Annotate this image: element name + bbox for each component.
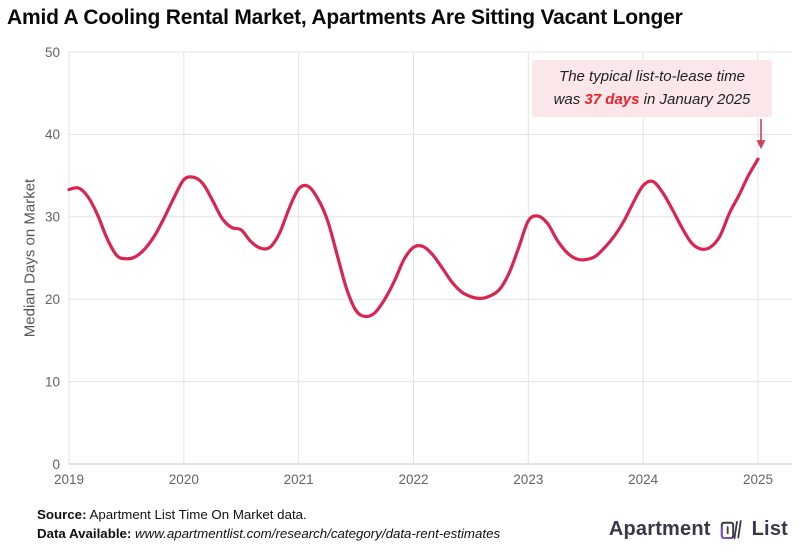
y-tick-label: 0	[52, 457, 60, 472]
annotation-arrow-icon	[756, 140, 766, 150]
x-tick-label: 2025	[743, 472, 773, 487]
annotation-callout: The typical list-to-lease time was 37 da…	[532, 60, 772, 117]
footer: Source: Apartment List Time On Market da…	[37, 505, 500, 543]
y-tick-label: 20	[45, 292, 60, 307]
highlighted-value: 37 days	[584, 90, 640, 108]
apartment-list-logo: Apartment List	[609, 514, 788, 545]
annotation-line-1: The typical list-to-lease time	[559, 68, 745, 85]
data-available-line: Data Available: www.apartmentlist.com/re…	[37, 524, 500, 543]
source-text: Apartment List Time On Market data.	[86, 507, 307, 522]
x-tick-label: 2020	[169, 472, 199, 487]
x-tick-label: 2023	[513, 472, 543, 487]
x-tick-label: 2024	[628, 472, 659, 487]
data-available-label: Data Available:	[37, 526, 132, 541]
chart-title: Amid A Cooling Rental Market, Apartments…	[7, 6, 683, 29]
source-line: Source: Apartment List Time On Market da…	[37, 505, 500, 524]
y-tick-label: 50	[45, 45, 60, 60]
x-tick-label: 2022	[398, 472, 428, 487]
x-tick-label: 2021	[284, 472, 314, 487]
annotation-line-2: was 37 days in January 2025	[553, 90, 751, 108]
trend-line	[67, 157, 760, 319]
x-tick-label: 2019	[54, 472, 84, 487]
logo-word-list: List	[751, 518, 788, 540]
source-label: Source:	[37, 507, 87, 522]
apartment-list-logo-icon	[720, 520, 742, 540]
y-tick-label: 40	[45, 127, 60, 142]
y-axis-label: Median Days on Market	[21, 178, 39, 338]
y-tick-label: 10	[45, 374, 60, 389]
y-tick-label: 30	[45, 210, 60, 225]
logo-word-apartment: Apartment	[608, 518, 711, 540]
data-available-url: www.apartmentlist.com/research/category/…	[131, 526, 501, 541]
